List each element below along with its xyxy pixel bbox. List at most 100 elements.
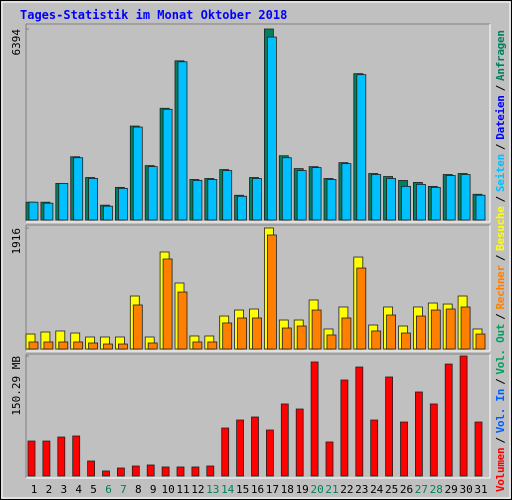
x-tick-label: 26 (400, 483, 413, 496)
legend-entry: Rechner (494, 264, 507, 309)
bar (444, 363, 453, 477)
bar (162, 258, 173, 350)
x-tick-label: 4 (75, 483, 82, 496)
bar (326, 334, 337, 350)
bar (474, 421, 483, 477)
x-tick-label: 7 (120, 483, 127, 496)
bar (147, 342, 158, 350)
x-tick-label: 12 (191, 483, 204, 496)
legend-entry: Anfragen (494, 30, 507, 81)
bar (265, 429, 274, 477)
bar (251, 416, 259, 477)
bar (371, 174, 382, 221)
bar (371, 330, 382, 350)
bar (43, 341, 54, 350)
bar (88, 178, 98, 221)
bar (414, 391, 423, 477)
chart-title: Tages-Statistik im Monat Oktober 2018 (20, 8, 287, 22)
bar (102, 470, 110, 477)
legend-entry: Vol. In (494, 389, 507, 434)
x-tick-label: 22 (340, 483, 353, 496)
legend-separator: / (494, 313, 507, 320)
legend-separator: / (494, 143, 507, 150)
y-tick-label: 150.29 MB (10, 356, 23, 416)
bar (356, 74, 367, 221)
legend-separator: / (494, 254, 507, 261)
bar (326, 179, 337, 221)
legend-separator: / (494, 437, 507, 444)
bar (58, 341, 69, 350)
x-tick-label: 23 (355, 483, 368, 496)
bar (415, 315, 426, 350)
x-tick-label: 10 (161, 483, 174, 496)
bar (221, 427, 230, 477)
x-tick-label: 31 (474, 483, 487, 496)
legend-separator: / (494, 195, 507, 202)
bar (192, 180, 203, 221)
x-tick-label: 5 (90, 483, 97, 496)
x-tick-label: 6 (105, 483, 112, 496)
x-tick-label: 25 (385, 483, 398, 496)
bar (386, 178, 397, 221)
bar (161, 466, 170, 477)
x-tick-label: 30 (459, 483, 472, 496)
bar (103, 343, 113, 350)
bar (280, 403, 289, 477)
bar (73, 341, 84, 350)
bar (117, 467, 125, 477)
bar (460, 306, 471, 350)
bar (296, 325, 307, 350)
x-tick-label: 9 (150, 483, 157, 496)
legend-entry: Dateien (494, 95, 507, 140)
bar (72, 435, 81, 477)
bar (429, 403, 438, 477)
bar (192, 341, 203, 350)
bar (176, 466, 185, 477)
bar (401, 332, 411, 350)
x-tick-label: 11 (176, 483, 189, 496)
x-tick-label: 27 (415, 483, 428, 496)
legend-entry: Volumen (494, 447, 507, 492)
bar (177, 291, 188, 350)
bar (459, 355, 468, 477)
bar (131, 465, 140, 477)
bar (296, 170, 307, 221)
x-tick-label: 20 (310, 483, 323, 496)
bar (311, 309, 322, 350)
bar (177, 61, 188, 221)
bar (146, 464, 155, 477)
bar (385, 376, 394, 477)
bar (386, 314, 397, 350)
bar (252, 317, 262, 350)
x-tick-label: 15 (236, 483, 249, 496)
bar (370, 419, 379, 477)
bar (356, 267, 367, 350)
bar (237, 195, 248, 221)
bar (341, 163, 352, 221)
bar (430, 186, 441, 221)
y-tick-label: 6394 (10, 29, 23, 56)
legend-entry: Vol. Out (494, 324, 507, 375)
legend-entry: Seiten (494, 154, 507, 192)
bar (222, 322, 233, 350)
bar (58, 183, 69, 221)
bar (207, 341, 218, 350)
bar (311, 167, 322, 221)
bar (266, 234, 277, 350)
bar (207, 179, 218, 221)
bar (340, 379, 349, 477)
bar (295, 408, 304, 477)
legend: Volumen / Vol. In / Vol. Out / Rechner / Besuche… (494, 30, 507, 492)
bar (445, 175, 456, 221)
bar (28, 201, 39, 221)
bar (87, 460, 95, 477)
bar (57, 436, 66, 477)
x-tick-label: 21 (325, 483, 338, 496)
bar (415, 183, 426, 221)
bar (42, 440, 51, 477)
bar (88, 342, 98, 350)
bar (310, 361, 319, 477)
bar (206, 465, 215, 477)
bar (162, 108, 173, 221)
